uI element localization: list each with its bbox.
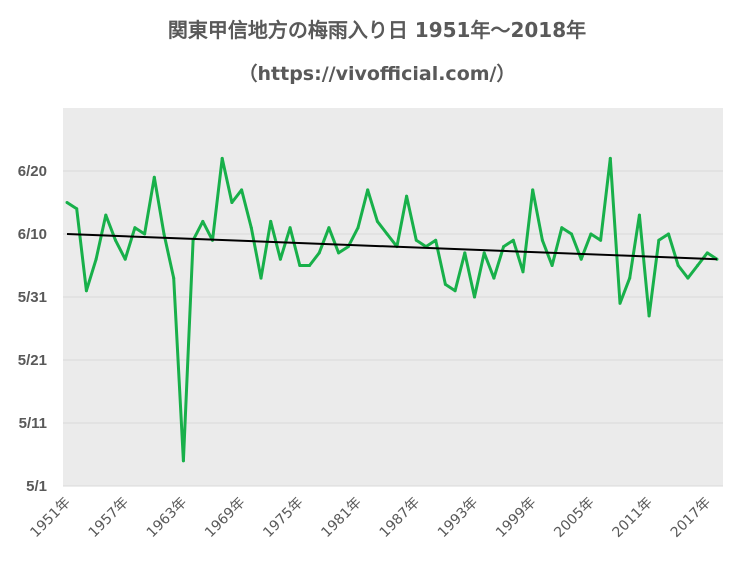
data-point <box>123 257 127 261</box>
data-point <box>337 251 341 255</box>
data-point <box>705 251 709 255</box>
data-point <box>143 232 147 236</box>
data-point <box>540 238 544 242</box>
data-point <box>521 270 525 274</box>
data-point <box>589 232 593 236</box>
data-point <box>637 213 641 217</box>
data-point <box>657 238 661 242</box>
data-point <box>133 226 137 230</box>
data-point <box>162 232 166 236</box>
x-tick-label: 1987年 <box>377 495 423 541</box>
chart-title: 関東甲信地方の梅雨入り日 1951年～2018年 <box>168 18 586 42</box>
data-point <box>482 251 486 255</box>
data-point <box>667 232 670 236</box>
data-point <box>259 276 263 280</box>
data-point <box>473 295 476 299</box>
series-line <box>66 156 718 463</box>
x-tick-label: 1975年 <box>260 495 306 541</box>
y-tick-label: 6/10 <box>18 226 47 243</box>
data-point <box>453 289 457 293</box>
data-point <box>676 264 680 267</box>
data-point <box>65 201 69 204</box>
data-point <box>463 251 467 255</box>
data-point <box>278 257 282 261</box>
data-point <box>405 194 409 198</box>
data-point <box>240 188 244 192</box>
grid-lines <box>63 170 723 487</box>
series-layer <box>65 156 719 463</box>
data-point <box>443 282 447 286</box>
x-tick-label: 2011年 <box>610 495 656 541</box>
y-tick-label: 5/21 <box>18 352 47 369</box>
x-tick-label: 1963年 <box>144 495 190 541</box>
x-tick-label: 1951年 <box>27 495 73 541</box>
data-point <box>414 238 418 242</box>
data-point <box>531 188 535 192</box>
y-axis-ticks: 6/20 6/10 5/31 5/21 5/11 5/1 <box>18 163 47 495</box>
x-tick-label: 1957年 <box>86 495 132 541</box>
data-point <box>172 276 176 280</box>
data-point <box>492 276 496 280</box>
data-point <box>618 301 622 305</box>
data-point <box>570 232 573 236</box>
data-point <box>375 219 379 223</box>
data-point <box>647 314 651 318</box>
y-tick-label: 5/11 <box>19 415 47 432</box>
data-point <box>152 175 156 179</box>
data-point <box>220 156 224 160</box>
data-point <box>84 289 88 293</box>
data-point <box>579 257 583 261</box>
data-point <box>75 207 79 211</box>
data-point <box>696 264 700 267</box>
data-point <box>366 188 370 192</box>
data-point <box>511 238 515 242</box>
data-point <box>298 264 302 267</box>
data-point <box>356 226 360 230</box>
data-point <box>230 201 234 204</box>
data-point <box>288 226 292 230</box>
trend-line <box>66 233 718 261</box>
data-point <box>550 264 554 267</box>
x-tick-label: 1981年 <box>318 495 364 541</box>
data-point <box>560 226 564 230</box>
y-tick-label: 5/1 <box>26 478 47 495</box>
data-point <box>94 257 98 261</box>
data-point <box>249 226 253 230</box>
x-tick-label: 2005年 <box>551 495 597 541</box>
data-point <box>385 232 389 236</box>
x-axis-ticks: 1951年 1957年 1963年 1969年 1975年 1981年 1987年 1993年… <box>27 495 714 541</box>
data-point <box>608 156 612 160</box>
x-tick-label: 1999年 <box>493 495 539 541</box>
data-point <box>317 251 321 255</box>
data-point <box>269 219 273 223</box>
data-point <box>114 238 117 242</box>
x-tick-label: 1993年 <box>435 495 481 541</box>
data-point <box>434 238 438 242</box>
data-point <box>599 238 603 242</box>
y-tick-label: 6/20 <box>18 163 47 180</box>
chart-subtitle: （https://vivofficial.com/） <box>239 62 516 85</box>
data-point <box>327 226 331 230</box>
data-point <box>308 264 311 267</box>
data-point <box>686 276 690 280</box>
y-tick-label: 5/31 <box>18 289 47 306</box>
data-point <box>502 245 506 249</box>
x-tick-label: 1969年 <box>202 495 248 541</box>
data-point <box>628 276 632 280</box>
data-point <box>181 459 185 463</box>
data-point <box>104 213 108 217</box>
x-tick-label: 2017年 <box>668 495 714 541</box>
data-point <box>201 219 205 223</box>
